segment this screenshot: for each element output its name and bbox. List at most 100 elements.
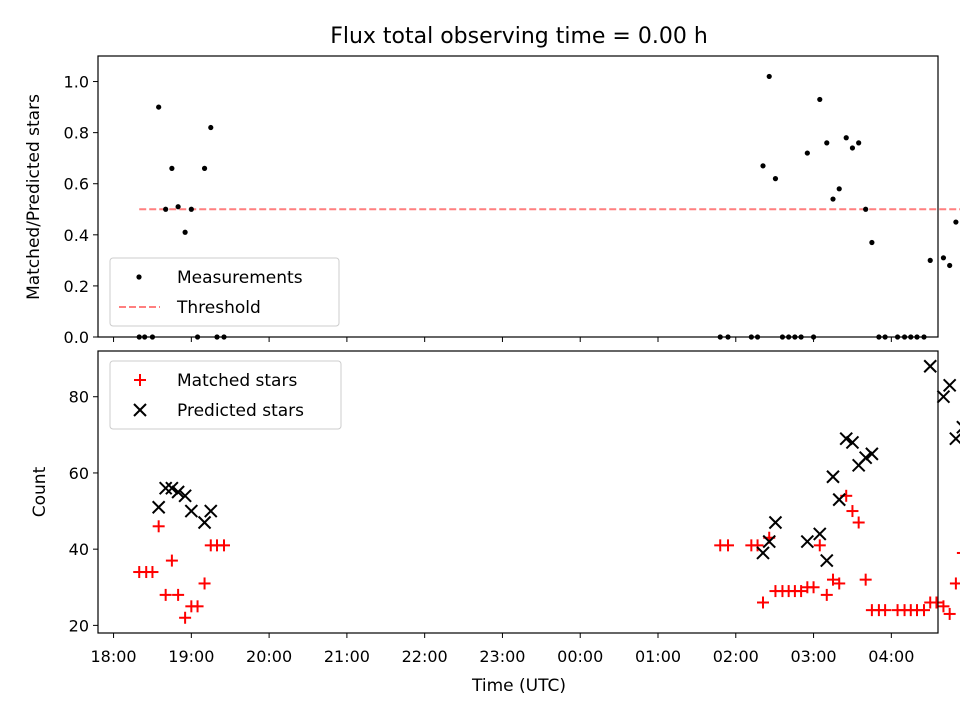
measurement-point bbox=[766, 73, 772, 80]
measurement-point bbox=[849, 145, 856, 151]
predicted-star-point bbox=[171, 485, 185, 499]
matched-star-point bbox=[879, 604, 892, 617]
matched-star-point bbox=[937, 600, 950, 613]
top-y-tick-label: 0.4 bbox=[64, 226, 89, 245]
predicted-star-point bbox=[204, 504, 218, 518]
predicted-star-point bbox=[923, 359, 937, 373]
matched-star-point bbox=[930, 596, 943, 609]
x-tick-label: 04:00 bbox=[868, 647, 914, 666]
measurement-point bbox=[163, 206, 169, 212]
matched-star-point bbox=[918, 604, 930, 617]
matched-star-point bbox=[846, 505, 859, 518]
matched-star-point bbox=[827, 573, 839, 586]
predicted-star-point bbox=[936, 390, 951, 404]
matched-star-point bbox=[833, 577, 846, 590]
measurement-point bbox=[169, 165, 175, 171]
bottom-y-ticks: 20 40 60 80 bbox=[69, 388, 98, 635]
measurement-point bbox=[208, 124, 214, 131]
bottom-y-tick-label: 40 bbox=[69, 540, 89, 559]
top-y-tick-label: 0.0 bbox=[64, 328, 89, 347]
bottom-x-ticks: 18:00 19:00 20:00 21:00 22:00 23:00 00:00 01:00… bbox=[91, 633, 914, 666]
bottom-legend-box bbox=[109, 360, 342, 430]
matched-star-point bbox=[813, 539, 826, 552]
matched-star-point bbox=[859, 573, 872, 586]
predicted-star-x-b bbox=[845, 435, 860, 450]
predicted-star-x-b bbox=[768, 515, 783, 530]
predicted-star-point bbox=[813, 527, 827, 541]
predicted-star-point bbox=[832, 492, 846, 507]
predicted-star-point bbox=[839, 431, 853, 446]
bottom-plot-frame bbox=[97, 350, 939, 634]
x-tick-label: 18:00 bbox=[91, 647, 137, 666]
measurement-point bbox=[947, 262, 953, 269]
predicted-star-x-b bbox=[158, 481, 173, 495]
predicted-star-x-b bbox=[942, 378, 957, 393]
top-y-tick-label: 0.2 bbox=[64, 277, 89, 296]
bottom-y-axis-label: Count bbox=[30, 466, 50, 517]
x-tick-label: 23:00 bbox=[479, 647, 525, 666]
measurement-point bbox=[772, 176, 779, 182]
legend-predicted-marker bbox=[133, 403, 147, 417]
measurement-point bbox=[182, 229, 188, 235]
predicted-star-x-b bbox=[956, 428, 960, 434]
predicted-star-point bbox=[756, 546, 770, 560]
x-tick-label: 20:00 bbox=[246, 647, 292, 666]
matched-star-point bbox=[795, 585, 808, 598]
predicted-star-x-b bbox=[923, 359, 937, 373]
x-tick-label: 00:00 bbox=[557, 647, 603, 666]
measurement-point bbox=[843, 135, 849, 141]
measurement-point bbox=[927, 257, 933, 263]
matched-star-point bbox=[172, 588, 185, 601]
measurement-point bbox=[830, 196, 836, 202]
measurement-point bbox=[188, 206, 194, 212]
measurement-point bbox=[869, 239, 875, 246]
matched-star-point bbox=[751, 539, 764, 552]
legend-measurements-label: Measurements bbox=[177, 268, 303, 288]
measurement-point bbox=[856, 140, 862, 146]
predicted-star-point bbox=[184, 504, 199, 518]
measurement-point bbox=[175, 204, 181, 210]
predicted-star-x-b bbox=[839, 431, 853, 446]
top-panel: 0.0 0.2 0.4 0.6 0.8 1.0 Matched/Predicted sta… bbox=[24, 55, 960, 347]
measurement-point bbox=[836, 186, 842, 192]
matched-star-point bbox=[146, 566, 159, 579]
x-tick-label: 19:00 bbox=[168, 647, 214, 666]
matched-star-point bbox=[191, 600, 204, 613]
predicted-star-point bbox=[165, 481, 179, 495]
top-x-ticks bbox=[113, 337, 892, 342]
predicted-star-point bbox=[178, 489, 192, 503]
predicted-star-x-b bbox=[826, 470, 840, 484]
predicted-star-x-b bbox=[171, 485, 185, 499]
predicted-star-point bbox=[858, 450, 873, 465]
matched-star-point bbox=[757, 596, 769, 609]
measurement-point bbox=[156, 104, 162, 110]
predicted-star-point bbox=[845, 435, 860, 450]
bottom-marks bbox=[133, 359, 960, 624]
measurement-point bbox=[953, 219, 959, 225]
predicted-star-x-b bbox=[184, 504, 199, 518]
x-tick-label: 02:00 bbox=[713, 647, 759, 666]
predicted-star-point bbox=[768, 515, 783, 530]
measurement-point bbox=[201, 165, 208, 171]
matched-star-point bbox=[956, 551, 960, 554]
matched-star-point bbox=[179, 611, 192, 624]
predicted-star-point bbox=[762, 534, 776, 549]
predicted-star-x-b bbox=[756, 546, 770, 560]
predicted-star-x-b bbox=[865, 447, 879, 461]
predicted-star-x-b bbox=[178, 489, 192, 503]
predicted-star-x-b bbox=[832, 492, 846, 507]
predicted-star-point bbox=[151, 500, 166, 514]
matched-star-point bbox=[852, 516, 865, 529]
top-y-tick-label: 0.8 bbox=[64, 124, 89, 143]
top-y-tick-label: 1.0 bbox=[64, 73, 89, 92]
predicted-star-x-b bbox=[858, 450, 873, 465]
bottom-y-tick-label: 60 bbox=[69, 464, 89, 483]
matched-star-point bbox=[722, 539, 734, 552]
x-tick-label: 21:00 bbox=[324, 647, 370, 666]
predicted-star-x-b bbox=[936, 390, 951, 404]
predicted-star-x-b bbox=[165, 481, 179, 495]
predicted-star-point bbox=[800, 534, 815, 549]
predicted-star-x-b bbox=[800, 534, 815, 549]
matched-star-point bbox=[152, 520, 165, 533]
top-y-axis-label: Matched/Predicted stars bbox=[24, 94, 44, 300]
